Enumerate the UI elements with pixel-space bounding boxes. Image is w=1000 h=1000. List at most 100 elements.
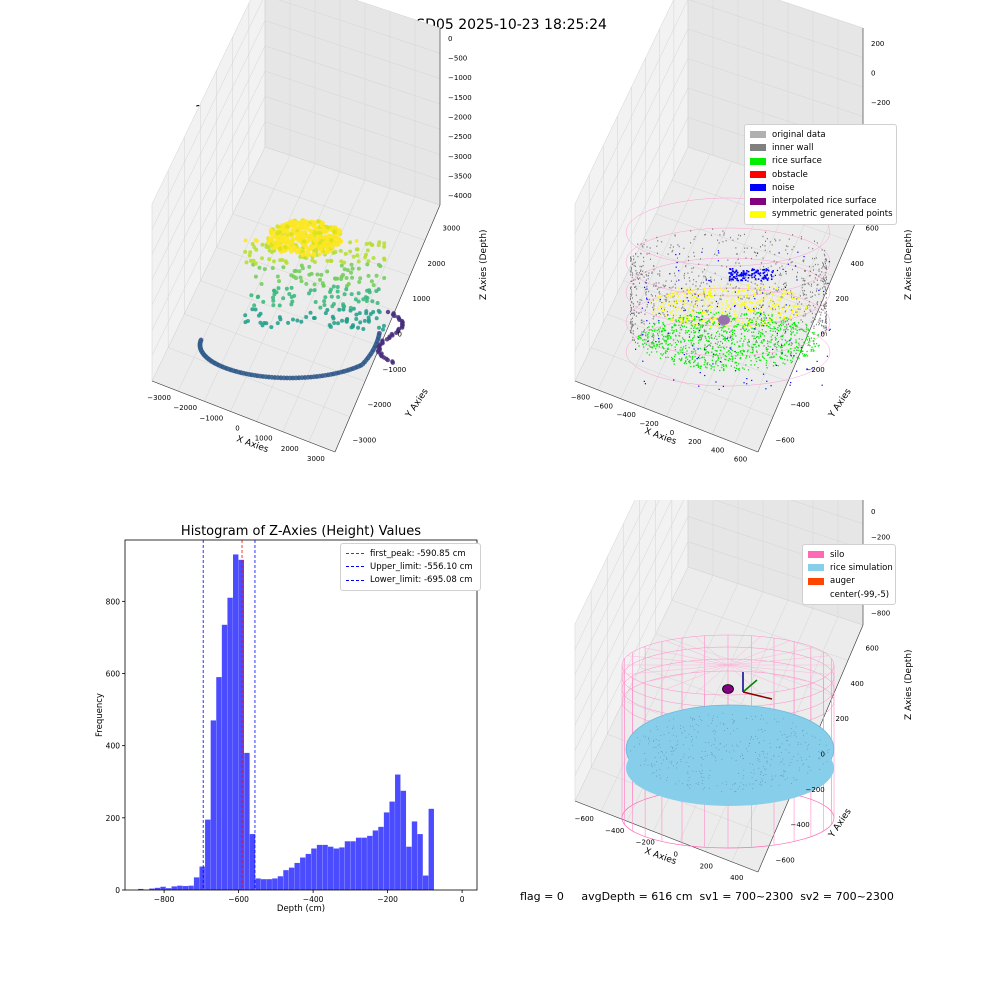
generated-point	[684, 316, 686, 318]
wall-point	[778, 286, 780, 289]
rice-point	[671, 327, 673, 329]
noise-point	[821, 332, 823, 334]
wall-point	[695, 331, 697, 333]
wall-point	[790, 290, 792, 292]
generated-point	[734, 326, 736, 328]
rice-point	[746, 317, 748, 320]
rice-point	[722, 346, 724, 348]
rice-point	[724, 330, 727, 332]
rice-point	[794, 347, 796, 349]
rice-mesh-point	[713, 743, 715, 745]
generated-point	[745, 301, 747, 303]
wall-point	[648, 252, 650, 255]
rice-point	[694, 326, 696, 328]
rice-mesh-point	[644, 752, 645, 754]
x-tick-label: −2000	[173, 404, 197, 412]
rice-mesh-point	[706, 754, 708, 756]
data-point	[361, 326, 366, 331]
wall-point	[770, 265, 772, 267]
rice-mesh-point	[689, 784, 691, 786]
rice-point	[717, 359, 719, 361]
wall-point	[698, 275, 700, 277]
generated-point	[691, 309, 693, 311]
wall-point	[764, 249, 766, 251]
rice-mesh-point	[808, 743, 810, 745]
rice-point	[667, 337, 669, 339]
noise-point	[751, 269, 753, 272]
noise-point	[827, 282, 829, 284]
data-point	[271, 303, 276, 308]
wall-point	[653, 337, 655, 339]
wall-point	[809, 274, 811, 277]
wall-point	[630, 280, 632, 282]
wall-point	[630, 287, 632, 290]
z-tick-label: −2000	[448, 114, 472, 122]
rice-mesh-point	[791, 732, 792, 734]
data-point	[333, 250, 338, 255]
rice-mesh-point	[690, 717, 692, 719]
data-point	[322, 302, 327, 307]
wall-point	[633, 314, 635, 316]
rice-mesh-point	[682, 756, 684, 758]
rice-mesh-point	[655, 746, 657, 748]
plot3-legend: first_peak: -590.85 cm Upper_limit: -556…	[340, 543, 481, 591]
rice-point	[756, 336, 758, 338]
wall-point	[815, 323, 817, 326]
data-point	[309, 228, 314, 234]
rice-point	[645, 332, 647, 334]
rice-point	[723, 330, 725, 332]
rice-point	[805, 354, 807, 356]
wall-point	[824, 267, 826, 269]
rice-point	[798, 338, 801, 340]
rice-point	[794, 334, 796, 336]
rice-point	[678, 335, 681, 337]
noise-point	[765, 317, 767, 319]
rice-point	[645, 343, 647, 345]
rice-point	[693, 327, 695, 329]
rice-point	[750, 351, 752, 354]
rice-point	[776, 343, 779, 345]
noise-point	[751, 268, 754, 270]
rice-point	[753, 344, 755, 346]
data-point	[344, 283, 349, 288]
histogram-bar	[272, 878, 278, 890]
rice-point	[768, 321, 770, 324]
rice-mesh-point	[794, 732, 796, 734]
noise-point	[760, 279, 762, 282]
data-point	[243, 313, 248, 318]
legend-swatch	[750, 210, 766, 218]
wall-point	[780, 296, 782, 298]
wall-point	[682, 306, 684, 308]
wall-point	[705, 277, 707, 279]
generated-point	[771, 293, 773, 295]
generated-point	[747, 285, 750, 287]
generated-point	[722, 303, 724, 305]
wall-point	[640, 333, 642, 335]
silo-spoke	[727, 664, 829, 675]
generated-point	[683, 300, 686, 302]
wall-point	[686, 289, 688, 291]
rice-point	[691, 352, 693, 354]
rice-point	[730, 365, 732, 367]
x-tick-label: −3000	[147, 394, 171, 402]
wall-point	[646, 285, 648, 288]
data-point	[287, 292, 292, 297]
rice-mesh-point	[711, 722, 713, 724]
rice-point	[763, 317, 765, 319]
rice-point	[711, 359, 713, 361]
wall-point	[690, 242, 692, 244]
rice-mesh-point	[748, 745, 750, 747]
wall-point	[657, 240, 659, 242]
generated-point	[737, 289, 740, 291]
generated-point	[755, 284, 757, 286]
silo-spoke	[627, 664, 729, 675]
wall-point	[631, 291, 633, 293]
wall-point	[644, 309, 646, 311]
wall-point	[704, 296, 706, 298]
rice-mesh-point	[714, 733, 716, 735]
x-tick-label: −800	[571, 393, 590, 401]
wall-point	[676, 280, 678, 283]
rice-point	[694, 318, 696, 320]
rice-mesh-point	[743, 784, 745, 786]
rice-point	[746, 330, 749, 333]
